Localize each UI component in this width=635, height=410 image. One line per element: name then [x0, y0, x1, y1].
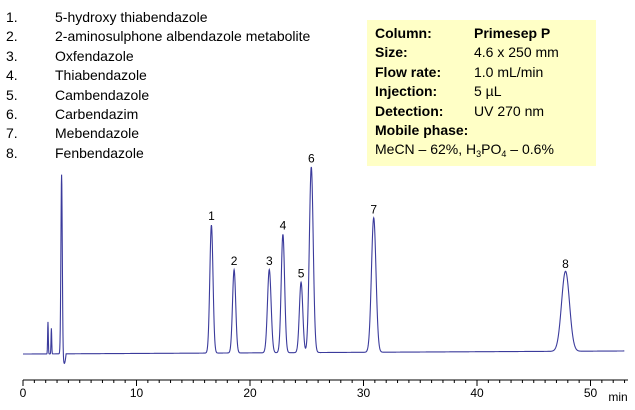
- peak-label-3: 3: [266, 254, 273, 268]
- peak-legend: 1. 5-hydroxy thiabendazole 2. 2-aminosulpho…: [6, 8, 366, 163]
- legend-compound-name: 5-hydroxy thiabendazole: [55, 9, 208, 25]
- legend-item-6: 6. Carbendazim: [6, 105, 366, 124]
- detection-value: UV 270 nm: [474, 102, 545, 119]
- legend-number: 6.: [6, 105, 18, 122]
- legend-compound-name: Cambendazole: [55, 86, 150, 103]
- legend-item-2: 2. 2-aminosulphone albendazole metabolite: [6, 27, 366, 46]
- x-tick-label-10: 10: [130, 386, 144, 400]
- x-tick-label-30: 30: [357, 386, 371, 400]
- legend-number: 1.: [6, 9, 18, 25]
- legend-item-8: 8. Fenbendazole: [6, 144, 366, 163]
- legend-item-3: 3. Oxfendazole: [6, 47, 366, 66]
- legend-number: 5.: [6, 86, 18, 103]
- injection-label: Injection:: [375, 83, 438, 100]
- x-tick-label-50: 50: [584, 386, 598, 400]
- legend-item-1: 1. 5-hydroxy thiabendazole: [6, 8, 366, 27]
- legend-compound-name: Mebendazole: [55, 125, 140, 142]
- peak-label-8: 8: [562, 257, 569, 271]
- peak-label-1: 1: [208, 209, 215, 223]
- peak-label-2: 2: [231, 254, 238, 268]
- column-row: Column: Primesep P: [375, 24, 596, 43]
- legend-number: 8.: [6, 144, 18, 161]
- peak-label-5: 5: [298, 267, 305, 281]
- peak-label-4: 4: [280, 219, 287, 233]
- legend-item-7: 7. Mebendazole: [6, 124, 366, 143]
- x-tick-label-40: 40: [470, 386, 484, 400]
- legend-number: 4.: [6, 67, 18, 84]
- injection-row: Injection: 5 µL: [375, 82, 596, 101]
- legend-number: 7.: [6, 125, 18, 142]
- flow-rate-row: Flow rate: 1.0 mL/min: [375, 63, 596, 82]
- mobile-phase-part-1: MeCN – 62%, H: [375, 141, 477, 158]
- legend-item-5: 5. Cambendazole: [6, 86, 366, 105]
- legend-number: 2.: [6, 28, 18, 45]
- detection-row: Detection: UV 270 nm: [375, 102, 596, 121]
- x-tick-label-20: 20: [243, 386, 257, 400]
- legend-compound-name: Thiabendazole: [55, 67, 147, 84]
- legend-compound-name: Oxfendazole: [55, 47, 134, 64]
- size-label: Size:: [375, 44, 408, 61]
- legend-item-4: 4. Thiabendazole: [6, 66, 366, 85]
- mobile-phase-part-3: – 0.6%: [506, 141, 554, 158]
- mobile-phase-subscript-2: 4: [501, 149, 507, 160]
- method-conditions-box: Column: Primesep P Size: 4.6 x 250 mm Fl…: [367, 20, 596, 166]
- column-label: Column:: [375, 25, 432, 41]
- peak-label-7: 7: [370, 203, 377, 217]
- legend-compound-name: 2-aminosulphone albendazole metabolite: [55, 28, 311, 45]
- mobile-phase-part-2: PO: [481, 141, 502, 158]
- x-tick-label-0: 0: [20, 386, 27, 400]
- peak-label-6: 6: [308, 151, 315, 165]
- column-value: Primesep P: [474, 25, 551, 41]
- mobile-phase-subscript-1: 3: [476, 149, 482, 160]
- flow-rate-value: 1.0 mL/min: [474, 63, 544, 80]
- mobile-phase-row: Mobile phase:: [375, 121, 596, 140]
- flow-rate-label: Flow rate:: [375, 63, 442, 80]
- legend-compound-name: Carbendazim: [55, 105, 139, 122]
- size-row: Size: 4.6 x 250 mm: [375, 43, 596, 62]
- legend-compound-name: Fenbendazole: [55, 144, 144, 161]
- mobile-phase-label: Mobile phase:: [375, 121, 469, 138]
- legend-number: 3.: [6, 47, 18, 64]
- mobile-phase-value: MeCN – 62%, H3PO4 – 0.6%: [375, 140, 596, 159]
- chromatogram-trace: [23, 166, 625, 365]
- size-value: 4.6 x 250 mm: [474, 44, 559, 61]
- injection-value: 5 µL: [474, 83, 502, 100]
- detection-label: Detection:: [375, 102, 444, 119]
- x-axis-unit-label: min: [608, 390, 627, 404]
